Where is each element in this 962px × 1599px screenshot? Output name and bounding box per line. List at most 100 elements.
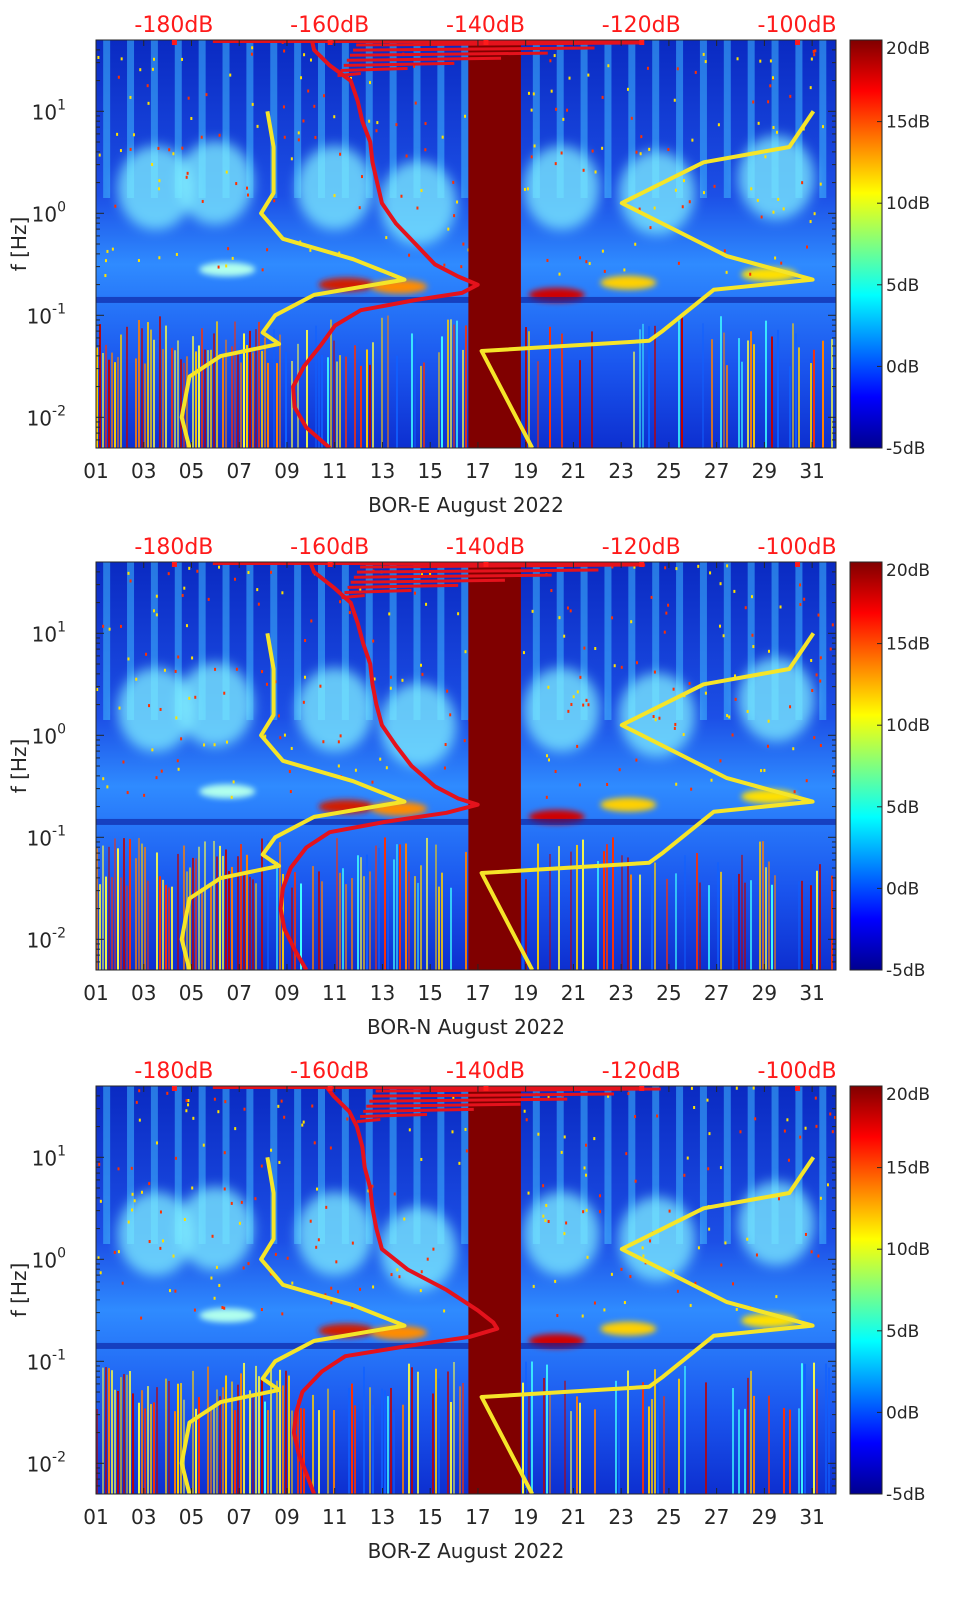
colorbar-tick-label: 15dB [886,635,930,655]
yellow-model-curve-1 [479,1156,816,1494]
top-db-label: -120dB [602,535,681,560]
low-frequency-noise [96,315,833,448]
x-tick-label: 29 [752,459,777,483]
x-tick-label: 15 [417,981,442,1005]
colorbar-tick-label: 0dB [886,879,919,899]
x-tick-label: 23 [608,459,633,483]
x-tick-label: 03 [131,459,156,483]
top-db-label: -120dB [602,1059,681,1084]
x-tick-label: 11 [322,981,347,1005]
x-tick-label: 19 [513,459,538,483]
x-tick-label: 01 [83,981,108,1005]
x-tick-label: 17 [465,1505,490,1529]
top-db-label: -180dB [134,1059,213,1084]
x-tick-label: 13 [370,459,395,483]
low-frequency-noise [96,837,833,970]
y-tick-label: 100 [32,199,66,226]
top-db-tick [327,1086,333,1091]
microseism-band [117,657,815,768]
top-db-label: -140dB [446,13,525,38]
top-db-tick [483,562,489,567]
y-tick-label: 10-1 [27,1347,66,1374]
y-tick-label: 101 [32,1143,66,1170]
x-tick-label: 17 [465,459,490,483]
y-tick-label: 10-1 [27,301,66,328]
colorbar-tick-label: 15dB [886,1159,930,1179]
x-axis-label: BOR-Z August 2022 [368,1539,565,1563]
top-db-tick [639,1086,645,1091]
x-tick-label: 13 [370,1505,395,1529]
x-tick-label: 01 [83,459,108,483]
red-psd-curve [278,562,480,970]
x-tick-label: 07 [226,981,251,1005]
spectrogram-plot [96,562,836,970]
top-db-label: -160dB [290,13,369,38]
microseism-band [117,1181,815,1292]
microseism-band [117,135,815,246]
x-tick-label: 09 [274,1505,299,1529]
colorbar-tick-label: 10dB [886,194,930,214]
colorbar-tick-label: 0dB [886,357,919,377]
top-db-tick [483,1086,489,1091]
data-gap [468,40,521,448]
colorbar-tick-label: 5dB [886,798,919,818]
y-tick-label: 100 [32,721,66,748]
top-db-label: -180dB [134,13,213,38]
data-gap [468,1086,521,1494]
top-db-tick [327,562,333,567]
x-tick-label: 29 [752,981,777,1005]
top-db-tick [639,40,645,45]
top-db-tick [171,40,177,45]
x-tick-label: 17 [465,981,490,1005]
x-tick-label: 25 [656,459,681,483]
x-axis-label: BOR-E August 2022 [368,493,564,517]
y-tick-label: 100 [32,1245,66,1272]
yellow-model-curve-0 [179,632,407,970]
top-db-tick [795,1086,801,1091]
x-tick-label: 07 [226,1505,251,1529]
yellow-model-curve-1 [479,632,816,970]
top-db-tick [327,40,333,45]
x-tick-label: 21 [561,1505,586,1529]
colorbar-tick-label: 15dB [886,113,930,133]
y-tick-label: 10-1 [27,823,66,850]
x-tick-label: 23 [608,981,633,1005]
x-tick-label: 05 [179,1505,204,1529]
top-db-label: -100dB [758,1059,837,1084]
colorbar-tick-label: 20dB [886,1085,930,1105]
data-gap [468,562,521,970]
y-tick-label: 101 [32,619,66,646]
speckle-noise [96,564,835,799]
x-tick-label: 11 [322,1505,347,1529]
colorbar-tick-label: -5dB [886,1485,925,1505]
top-db-label: -140dB [446,535,525,560]
red-psd-upper-fan [212,1086,661,1124]
y-tick-label: 10-2 [27,403,66,430]
top-db-tick [483,40,489,45]
x-tick-label: 25 [656,981,681,1005]
colorbar-tick-label: 5dB [886,276,919,296]
x-tick-label: 19 [513,981,538,1005]
colorbar-tick-label: 0dB [886,1403,919,1423]
x-tick-label: 05 [179,981,204,1005]
x-tick-label: 13 [370,981,395,1005]
panel-1: 01 03 05 07 09 11 13 15 17 19 21 23 25 27 29 31 BOR-N Au… [7,535,930,1039]
x-tick-label: 09 [274,981,299,1005]
y-axis-label: f [Hz] [7,217,31,272]
colorbar [849,1085,883,1495]
panel-2: 01 03 05 07 09 11 13 15 17 19 21 23 25 27 29 31 BOR-Z Au… [7,1059,930,1563]
top-db-label: -180dB [134,535,213,560]
top-db-label: -140dB [446,1059,525,1084]
daily-striations [103,40,827,198]
x-tick-label: 25 [656,1505,681,1529]
top-db-label: -100dB [758,535,837,560]
x-tick-label: 07 [226,459,251,483]
speckle-noise [97,40,824,278]
y-axis-label: f [Hz] [7,739,31,794]
x-tick-label: 27 [704,981,729,1005]
x-tick-label: 31 [799,1505,824,1529]
x-axis-label: BOR-N August 2022 [367,1015,565,1039]
colorbar-tick-label: 20dB [886,561,930,581]
red-psd-curve [291,1086,500,1494]
